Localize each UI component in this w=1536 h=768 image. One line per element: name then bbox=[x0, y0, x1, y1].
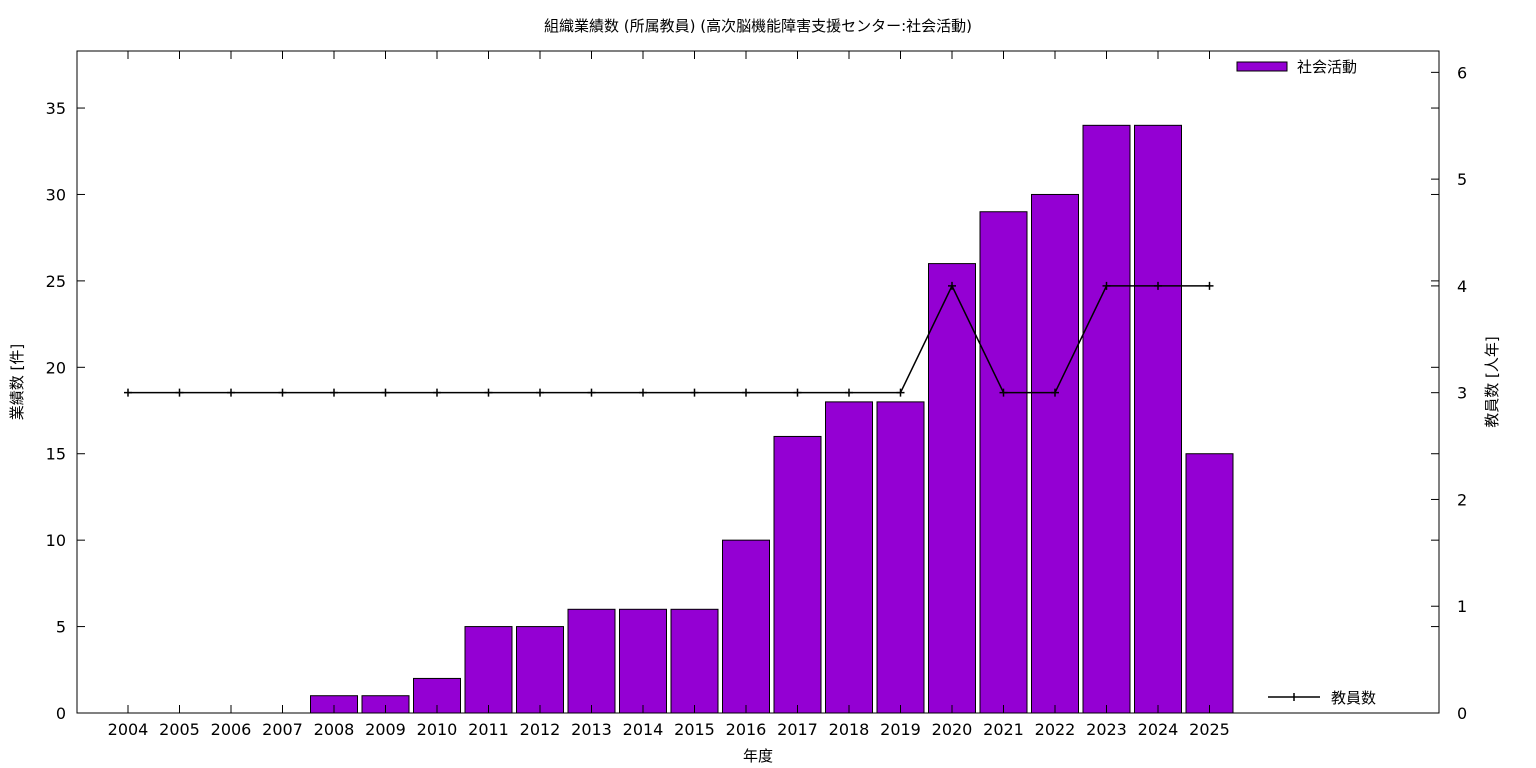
y2-tick-label: 4 bbox=[1457, 277, 1467, 296]
point-2006 bbox=[227, 388, 235, 397]
point-2016 bbox=[742, 388, 750, 397]
legend-bar-swatch bbox=[1236, 61, 1288, 72]
bar-2017 bbox=[773, 435, 822, 714]
point-2014 bbox=[639, 388, 647, 397]
point-2020 bbox=[948, 281, 956, 290]
y-tick-label: 25 bbox=[46, 272, 66, 291]
bar-2021 bbox=[979, 211, 1028, 714]
y2-tick-label: 2 bbox=[1457, 490, 1467, 509]
point-2009 bbox=[381, 388, 390, 397]
x-tick-label: 2025 bbox=[1189, 720, 1230, 739]
x-tick-label: 2022 bbox=[1035, 720, 1076, 739]
x-tick-label: 2005 bbox=[159, 720, 200, 739]
bar-2013 bbox=[567, 608, 616, 714]
x-tick-label: 2009 bbox=[365, 720, 406, 739]
point-2018 bbox=[845, 388, 853, 397]
x-tick-label: 2007 bbox=[262, 720, 303, 739]
point-2015 bbox=[690, 388, 699, 397]
x-tick-label: 2004 bbox=[108, 720, 149, 739]
legend-line-label: 教員数 bbox=[1331, 689, 1376, 707]
x-tick-label: 2018 bbox=[829, 720, 870, 739]
point-2019 bbox=[896, 388, 905, 397]
y-tick-label: 5 bbox=[56, 618, 66, 637]
x-tick-label: 2017 bbox=[777, 720, 818, 739]
point-2011 bbox=[484, 388, 493, 397]
chart-title: 組織業績数 (所属教員) (高次脳機能障害支援センター:社会活動) bbox=[544, 17, 972, 35]
series-line-faculty bbox=[128, 284, 1210, 394]
y-tick-label: 35 bbox=[46, 99, 66, 118]
y2-tick-label: 0 bbox=[1457, 704, 1467, 723]
x-tick-label: 2013 bbox=[571, 720, 612, 739]
y-tick-label: 10 bbox=[46, 531, 66, 550]
x-axis-label: 年度 bbox=[743, 747, 773, 765]
point-2007 bbox=[278, 388, 287, 397]
y2-axis-label: 教員数 [人年] bbox=[1483, 336, 1501, 427]
bar-2022 bbox=[1031, 193, 1079, 714]
x-tick-label: 2020 bbox=[932, 720, 973, 739]
point-2013 bbox=[587, 388, 596, 397]
point-2010 bbox=[433, 388, 441, 397]
bar-2023 bbox=[1082, 124, 1131, 714]
y-tick-label: 20 bbox=[46, 358, 66, 377]
point-2008 bbox=[330, 388, 338, 397]
point-2022 bbox=[1051, 388, 1059, 397]
bar-2015 bbox=[670, 608, 719, 714]
bar-2020 bbox=[928, 263, 976, 714]
x-tick-label: 2011 bbox=[468, 720, 509, 739]
bar-group bbox=[310, 124, 1234, 714]
point-2021 bbox=[999, 388, 1008, 397]
bar-2018 bbox=[825, 401, 873, 714]
y-tick-label: 30 bbox=[46, 185, 66, 204]
x-tick-label: 2015 bbox=[674, 720, 715, 739]
x-tick-label: 2008 bbox=[314, 720, 355, 739]
x-tick-label: 2010 bbox=[417, 720, 458, 739]
bar-2019 bbox=[876, 401, 925, 714]
bar-2016 bbox=[722, 539, 770, 714]
x-tick-label: 2016 bbox=[726, 720, 767, 739]
bar-2025 bbox=[1185, 453, 1234, 714]
x-tick-label: 2021 bbox=[983, 720, 1024, 739]
x-tick-label: 2019 bbox=[880, 720, 921, 739]
bar-2012 bbox=[516, 626, 564, 714]
y2-tick-label: 1 bbox=[1457, 597, 1467, 616]
point-2004 bbox=[124, 388, 132, 397]
point-2012 bbox=[536, 388, 544, 397]
x-tick-label: 2023 bbox=[1086, 720, 1127, 739]
x-tick-label: 2012 bbox=[520, 720, 561, 739]
point-2017 bbox=[793, 388, 802, 397]
line-group bbox=[124, 281, 1214, 397]
y-axis-label: 業績数 [件] bbox=[8, 344, 26, 420]
plot-frame bbox=[76, 50, 1440, 714]
bar-2024 bbox=[1134, 124, 1182, 714]
bar-2011 bbox=[464, 626, 513, 714]
legend-bar-label: 社会活動 bbox=[1297, 58, 1357, 76]
point-2025 bbox=[1205, 281, 1214, 290]
x-tick-label: 2006 bbox=[211, 720, 252, 739]
y2-tick-label: 5 bbox=[1457, 170, 1467, 189]
y2-tick-label: 6 bbox=[1457, 63, 1467, 82]
bar-2014 bbox=[619, 608, 667, 714]
x-tick-label: 2024 bbox=[1138, 720, 1179, 739]
y2-tick-label: 3 bbox=[1457, 384, 1467, 403]
y-tick-label: 0 bbox=[56, 704, 66, 723]
point-2023 bbox=[1102, 281, 1111, 290]
point-2005 bbox=[175, 388, 184, 397]
point-2024 bbox=[1154, 281, 1162, 290]
x-tick-label: 2014 bbox=[623, 720, 664, 739]
y-tick-label: 15 bbox=[46, 445, 66, 464]
